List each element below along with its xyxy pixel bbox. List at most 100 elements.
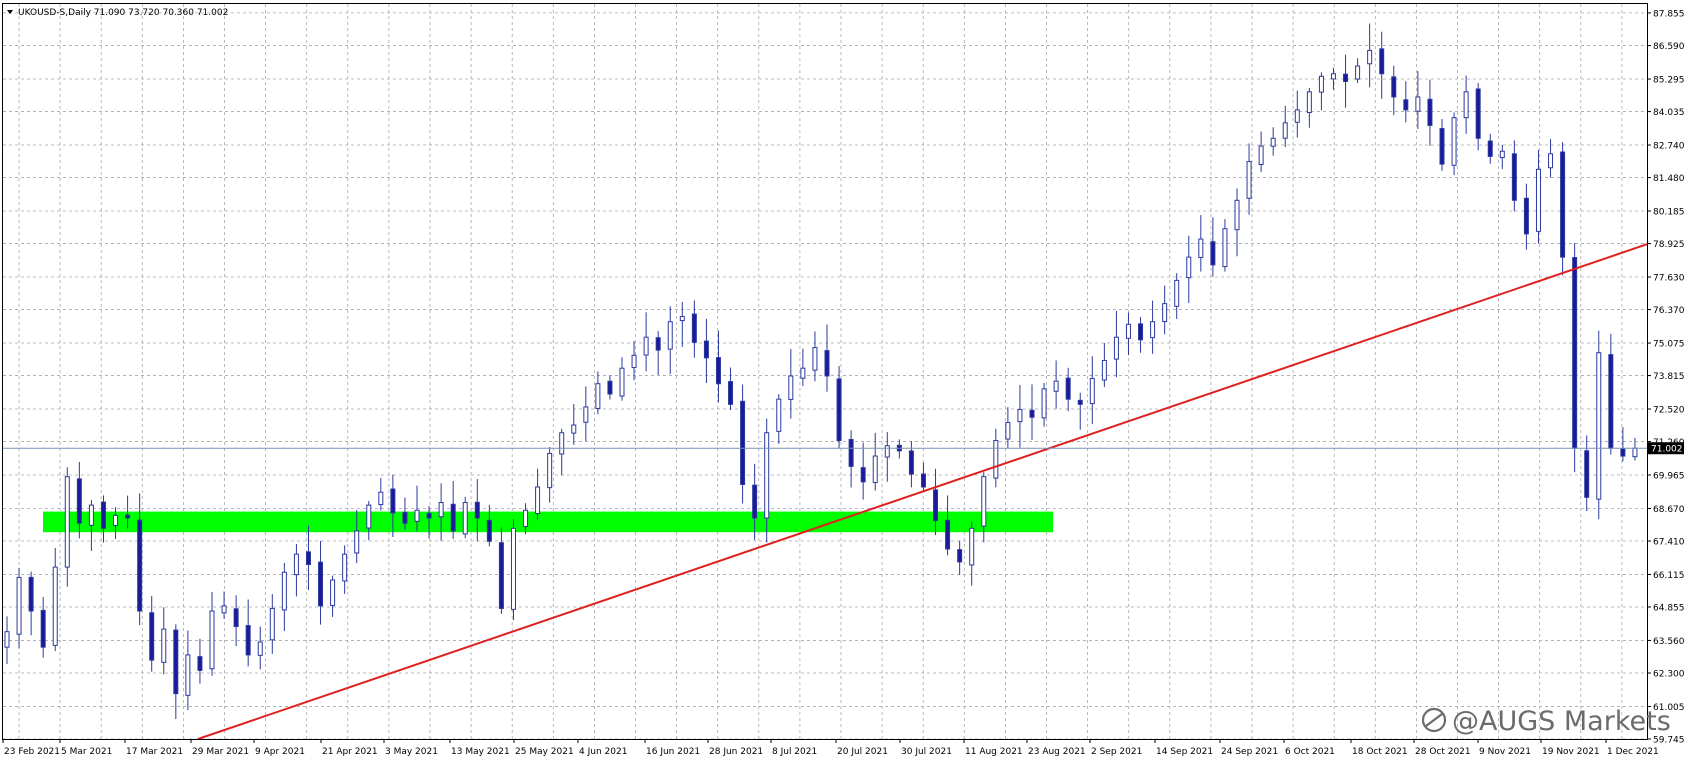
candle-body [933, 489, 939, 522]
x-tick-label: 11 Aug 2021 [965, 747, 1023, 757]
candle-body [390, 488, 396, 514]
y-tick-label: 59.745 [1653, 736, 1684, 746]
candle-body [1415, 96, 1421, 112]
candlestick-series [4, 23, 1638, 720]
candle-body [1367, 49, 1373, 65]
candle-body [1439, 128, 1445, 165]
candle [1499, 144, 1505, 170]
x-tick-label: 3 May 2021 [385, 747, 438, 757]
candle [1258, 131, 1264, 172]
candle [1403, 81, 1409, 123]
candle-body [221, 605, 227, 614]
y-tick-label: 77.630 [1653, 274, 1684, 284]
candle [209, 591, 215, 676]
candle [908, 441, 914, 488]
x-tick-label: 25 May 2021 [515, 747, 574, 757]
candle-body [764, 432, 770, 519]
candle-body [1222, 228, 1228, 268]
candle [1560, 142, 1566, 276]
x-tick-label: 19 Nov 2021 [1542, 747, 1600, 757]
candle-body [233, 608, 239, 628]
candle-body [269, 607, 275, 641]
candle [1330, 67, 1336, 90]
candle-body [149, 612, 155, 661]
candle [547, 447, 553, 503]
x-tick-label: 30 Jul 2021 [901, 747, 952, 757]
candle [1391, 65, 1397, 116]
candle [40, 597, 46, 658]
candle-body [1523, 197, 1529, 235]
candle-body [595, 383, 601, 409]
candle [486, 504, 492, 547]
y-tick-label: 62.300 [1653, 670, 1684, 680]
candle-body [969, 527, 975, 566]
candle [691, 300, 697, 358]
brand-logo-icon [1421, 707, 1447, 733]
candle-body [583, 406, 589, 423]
candle-body [776, 398, 782, 432]
candle [1572, 243, 1578, 473]
candle-body [305, 551, 311, 566]
candle [1113, 310, 1119, 378]
candle-body [1487, 140, 1493, 157]
candle [1596, 330, 1602, 520]
candle [571, 403, 577, 445]
candle [788, 349, 794, 419]
candle [836, 366, 842, 449]
candle-body [52, 566, 58, 646]
candle-body [1017, 409, 1023, 423]
y-tick-label: 78.925 [1653, 240, 1684, 250]
candle-body [1138, 323, 1144, 341]
candle-body [342, 553, 348, 582]
candle-body [1005, 421, 1011, 440]
last-price-line: 71.002 [3, 442, 1684, 455]
candle [920, 462, 926, 492]
candle-body [1041, 388, 1047, 419]
candle-body [28, 576, 34, 612]
y-tick-label: 66.115 [1653, 571, 1684, 581]
candle [1548, 139, 1554, 178]
candle [1306, 87, 1312, 128]
candle [993, 428, 999, 488]
candle [245, 599, 251, 667]
candle-body [1318, 75, 1324, 93]
y-tick-label: 61.005 [1653, 703, 1684, 713]
candle-body [1584, 450, 1590, 498]
candle [728, 367, 734, 410]
candle [703, 318, 709, 384]
x-tick-label: 2 Sep 2021 [1091, 747, 1142, 757]
candle [740, 384, 746, 504]
candle-body [125, 514, 131, 519]
x-tick-label: 14 Sep 2021 [1156, 747, 1213, 757]
candle [872, 432, 878, 491]
y-tick-label: 73.815 [1653, 372, 1684, 382]
candle-body [788, 375, 794, 400]
candle-body [1065, 377, 1071, 400]
candle-body [245, 625, 251, 656]
candle [1523, 183, 1529, 250]
candle-body [1620, 448, 1626, 457]
candle [1101, 342, 1107, 387]
candle [88, 500, 94, 551]
trendline[interactable] [197, 243, 1648, 740]
candle [715, 330, 721, 403]
support-zone[interactable] [43, 511, 1053, 533]
candle [474, 479, 480, 542]
candle-body [1632, 447, 1638, 458]
x-tick-label: 28 Oct 2021 [1415, 747, 1471, 757]
candle [185, 630, 191, 711]
candle-body [498, 542, 504, 609]
candle-body [402, 511, 408, 524]
candle [1198, 215, 1204, 272]
y-tick-label: 72.520 [1653, 406, 1684, 416]
candle-body [631, 354, 637, 369]
candle [1089, 356, 1095, 424]
candle-body [1548, 153, 1554, 169]
triangle-down-icon[interactable] [7, 10, 13, 14]
candle [1138, 317, 1144, 353]
x-axis: 23 Feb 2021 5 Mar 2021 17 Mar 2021 29 Mar 2… [2, 739, 1659, 757]
candle-body [715, 357, 721, 385]
candle [1367, 23, 1373, 88]
